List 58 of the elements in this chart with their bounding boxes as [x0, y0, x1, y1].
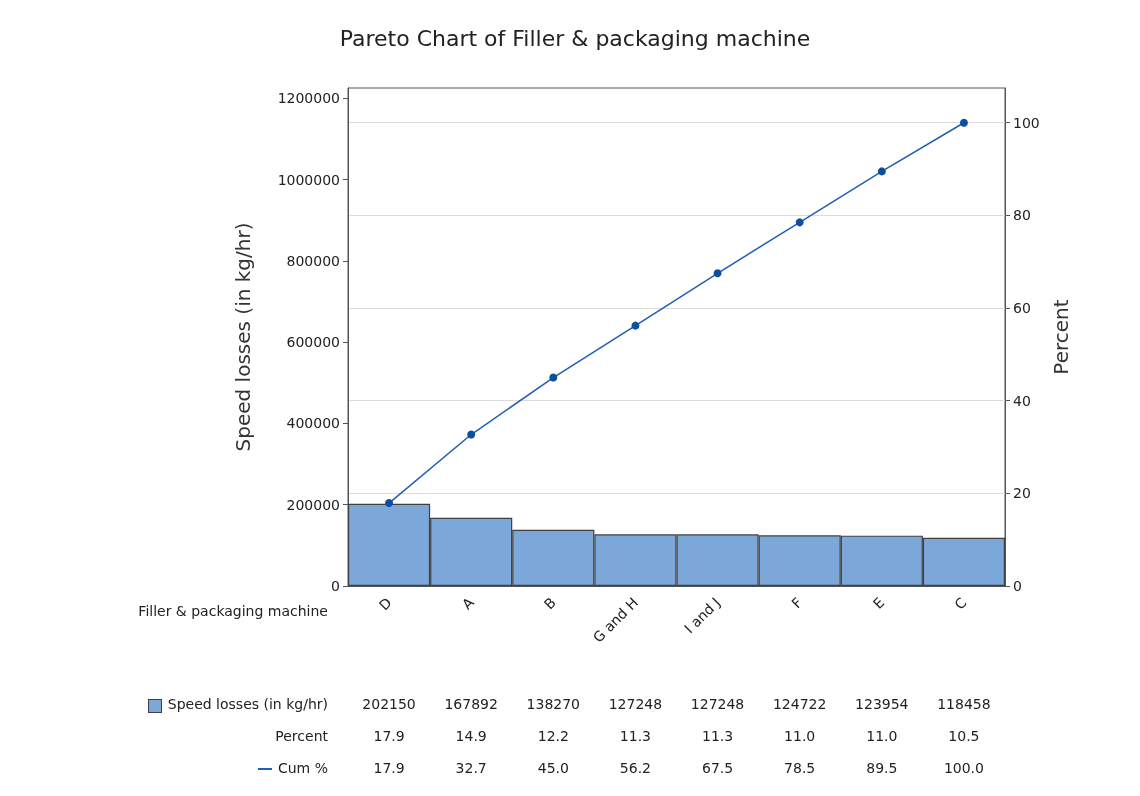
data-label: 123954: [855, 696, 909, 712]
data-label: 17.9: [373, 760, 405, 776]
data-label: 56.2: [619, 760, 652, 776]
data-label: 89.5: [866, 760, 898, 776]
data-label: 167892: [444, 696, 498, 712]
y-axis-title: Speed losses (in kg/hr): [231, 222, 255, 452]
point: [713, 269, 722, 278]
text: 14.9: [455, 728, 487, 744]
x-tick-label: C: [951, 594, 970, 613]
point: [385, 499, 394, 508]
y-tick-label: 200000: [286, 496, 340, 513]
text: 11.3: [619, 728, 652, 744]
y-tick-label: 400000: [286, 415, 340, 432]
data-label: 118458: [937, 696, 991, 712]
data-label: 138270: [526, 696, 581, 712]
data-label: 67.5: [701, 760, 734, 776]
text: 11.0: [784, 728, 816, 744]
y-tick-label: 0: [331, 578, 340, 594]
point: [549, 373, 558, 382]
y2-tick-label: 100: [1013, 114, 1040, 131]
data-label: 124722: [772, 696, 827, 712]
data-label: 78.5: [784, 760, 816, 776]
data-label: 100.0: [943, 760, 984, 776]
y-tick-label: 600000: [286, 334, 340, 351]
y-tick-label: 1200000: [277, 90, 340, 107]
text: Percent: [275, 728, 328, 744]
data-label: 127248: [690, 696, 745, 712]
x-tick-label: D: [375, 594, 395, 614]
data-label: 32.7: [455, 760, 487, 776]
y2-tick-label: 20: [1013, 485, 1031, 502]
point: [877, 167, 886, 176]
y-tick-label: 1000000: [277, 171, 340, 188]
y2-tick-label: 0: [1013, 578, 1022, 594]
chart-title: Pareto Chart of Filler & packaging machine: [339, 25, 811, 51]
point: [467, 430, 476, 439]
data-label: 45.0: [537, 760, 569, 776]
text: 11.0: [866, 728, 898, 744]
y2-tick-label: 40: [1013, 392, 1031, 409]
y2-axis-title: Percent: [1048, 299, 1073, 375]
x-tick-label: E: [869, 594, 888, 612]
y2-tick-label: 80: [1013, 207, 1031, 224]
text: 11.3: [701, 728, 734, 744]
y2-tick-label: 60: [1013, 300, 1031, 317]
point: [959, 118, 968, 127]
x-tick-label: A: [458, 594, 478, 613]
data-label: 127248: [608, 696, 663, 712]
legend-label: Speed losses (in kg/hr): [167, 696, 328, 712]
point: [631, 321, 640, 330]
point: [795, 218, 804, 227]
legend-label: Cum %: [277, 760, 328, 776]
text: 10.5: [948, 728, 980, 744]
text: 17.9: [373, 728, 405, 744]
x-tick-label: F: [788, 594, 806, 612]
x-tick-label: B: [540, 594, 559, 613]
data-label: 202150: [362, 696, 416, 712]
text: 12.2: [537, 728, 569, 744]
x-axis-title: Filler & packaging machine: [138, 603, 328, 619]
y-tick-label: 800000: [286, 252, 340, 269]
